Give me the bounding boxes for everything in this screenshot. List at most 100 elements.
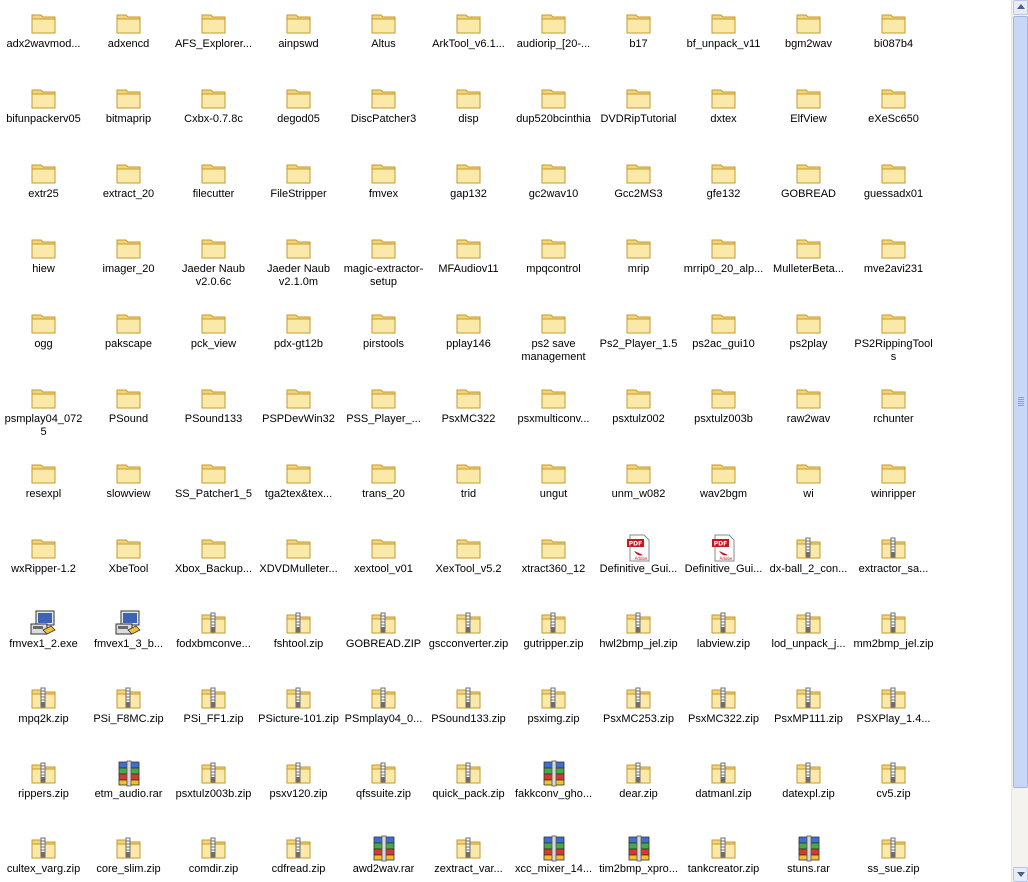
file-item[interactable]: PSi_F8MC.zip	[86, 677, 171, 752]
file-item[interactable]: gscconverter.zip	[426, 602, 511, 677]
folder-item[interactable]: ElfView	[766, 77, 851, 152]
file-item[interactable]: PSXPlay_1.4...	[851, 677, 936, 752]
folder-item[interactable]: raw2wav	[766, 377, 851, 452]
file-item[interactable]: quick_pack.zip	[426, 752, 511, 827]
file-item[interactable]: psximg.zip	[511, 677, 596, 752]
folder-item[interactable]: ps2play	[766, 302, 851, 377]
file-item[interactable]: psxv120.zip	[256, 752, 341, 827]
folder-item[interactable]: mrip	[596, 227, 681, 302]
file-item[interactable]: cv5.zip	[851, 752, 936, 827]
file-item[interactable]: PSicture-101.zip	[256, 677, 341, 752]
file-item[interactable]: lod_unpack_j...	[766, 602, 851, 677]
folder-item[interactable]: pdx-gt12b	[256, 302, 341, 377]
file-item[interactable]: datexpl.zip	[766, 752, 851, 827]
folder-item[interactable]: AFS_Explorer...	[171, 2, 256, 77]
folder-item[interactable]: ps2ac_gui10	[681, 302, 766, 377]
folder-item[interactable]: audiorip_[20-...	[511, 2, 596, 77]
file-item[interactable]: GOBREAD.ZIP	[341, 602, 426, 677]
folder-item[interactable]: PsxMC322	[426, 377, 511, 452]
folder-item[interactable]: psxtulz003b	[681, 377, 766, 452]
file-item[interactable]: extractor_sa...	[851, 527, 936, 602]
folder-item[interactable]: dxtex	[681, 77, 766, 152]
file-item[interactable]: tim2bmp_xpro...	[596, 827, 681, 882]
folder-item[interactable]: winripper	[851, 452, 936, 527]
file-item[interactable]: tankcreator.zip	[681, 827, 766, 882]
scroll-down-button[interactable]	[1013, 867, 1028, 882]
scroll-up-button[interactable]	[1013, 0, 1028, 15]
file-item[interactable]: comdir.zip	[171, 827, 256, 882]
file-item[interactable]: psxtulz003b.zip	[171, 752, 256, 827]
folder-item[interactable]: XDVDMulleter...	[256, 527, 341, 602]
folder-item[interactable]: dup520bcinthia	[511, 77, 596, 152]
folder-item[interactable]: psmplay04_0725	[1, 377, 86, 452]
folder-item[interactable]: degod05	[256, 77, 341, 152]
folder-item[interactable]: gap132	[426, 152, 511, 227]
folder-item[interactable]: psxtulz002	[596, 377, 681, 452]
folder-item[interactable]: extract_20	[86, 152, 171, 227]
folder-item[interactable]: wxRipper-1.2	[1, 527, 86, 602]
folder-item[interactable]: psxmulticonv...	[511, 377, 596, 452]
folder-item[interactable]: wi	[766, 452, 851, 527]
folder-item[interactable]: fmvex	[341, 152, 426, 227]
folder-item[interactable]: adxencd	[86, 2, 171, 77]
folder-item[interactable]: Cxbx-0.7.8c	[171, 77, 256, 152]
folder-item[interactable]: PSS_Player_...	[341, 377, 426, 452]
folder-item[interactable]: ainpswd	[256, 2, 341, 77]
folder-item[interactable]: pck_view	[171, 302, 256, 377]
vertical-scrollbar[interactable]	[1011, 0, 1028, 882]
folder-item[interactable]: wav2bgm	[681, 452, 766, 527]
file-item[interactable]: labview.zip	[681, 602, 766, 677]
folder-item[interactable]: PSPDevWin32	[256, 377, 341, 452]
folder-item[interactable]: Ps2_Player_1.5	[596, 302, 681, 377]
folder-item[interactable]: PS2RippingTools	[851, 302, 936, 377]
folder-item[interactable]: rchunter	[851, 377, 936, 452]
file-item[interactable]: dx-ball_2_con...	[766, 527, 851, 602]
file-item[interactable]: fmvex1_3_b...	[86, 602, 171, 677]
file-item[interactable]: PSi_FF1.zip	[171, 677, 256, 752]
folder-item[interactable]: SS_Patcher1_5	[171, 452, 256, 527]
folder-item[interactable]: slowview	[86, 452, 171, 527]
folder-item[interactable]: pakscape	[86, 302, 171, 377]
folder-item[interactable]: eXeSc650	[851, 77, 936, 152]
folder-item[interactable]: Gcc2MS3	[596, 152, 681, 227]
folder-item[interactable]: XexTool_v5.2	[426, 527, 511, 602]
folder-item[interactable]: ps2 save management	[511, 302, 596, 377]
file-item[interactable]: PSound133.zip	[426, 677, 511, 752]
folder-item[interactable]: filecutter	[171, 152, 256, 227]
file-item[interactable]: PsxMC322.zip	[681, 677, 766, 752]
folder-item[interactable]: ArkTool_v6.1...	[426, 2, 511, 77]
file-item[interactable]: PsxMC253.zip	[596, 677, 681, 752]
folder-item[interactable]: FileStripper	[256, 152, 341, 227]
file-item[interactable]: rippers.zip	[1, 752, 86, 827]
folder-item[interactable]: imager_20	[86, 227, 171, 302]
file-item[interactable]: datmanl.zip	[681, 752, 766, 827]
folder-item[interactable]: mrrip0_20_alp...	[681, 227, 766, 302]
file-item[interactable]: fodxbmconve...	[171, 602, 256, 677]
folder-item[interactable]: Xbox_Backup...	[171, 527, 256, 602]
file-item[interactable]: mm2bmp_jel.zip	[851, 602, 936, 677]
file-item[interactable]: PsxMP111.zip	[766, 677, 851, 752]
folder-item[interactable]: XbeTool	[86, 527, 171, 602]
folder-item[interactable]: mve2avi231	[851, 227, 936, 302]
file-item[interactable]: fmvex1_2.exe	[1, 602, 86, 677]
file-item[interactable]: zextract_var...	[426, 827, 511, 882]
folder-item[interactable]: tga2tex&tex...	[256, 452, 341, 527]
folder-item[interactable]: mpqcontrol	[511, 227, 596, 302]
folder-item[interactable]: extr25	[1, 152, 86, 227]
folder-item[interactable]: resexpl	[1, 452, 86, 527]
file-item[interactable]: gutripper.zip	[511, 602, 596, 677]
folder-item[interactable]: unm_w082	[596, 452, 681, 527]
folder-item[interactable]: trans_20	[341, 452, 426, 527]
folder-item[interactable]: gfe132	[681, 152, 766, 227]
folder-item[interactable]: Jaeder Naub v2.1.0m	[256, 227, 341, 302]
file-item[interactable]: hwl2bmp_jel.zip	[596, 602, 681, 677]
file-item[interactable]: ss_sue.zip	[851, 827, 936, 882]
scrollbar-thumb[interactable]	[1013, 16, 1028, 788]
file-item[interactable]: mpq2k.zip	[1, 677, 86, 752]
folder-item[interactable]: bf_unpack_v11	[681, 2, 766, 77]
folder-item[interactable]: hiew	[1, 227, 86, 302]
folder-item[interactable]: gc2wav10	[511, 152, 596, 227]
file-item[interactable]: qfssuite.zip	[341, 752, 426, 827]
file-item[interactable]: PDF Adobe Definitive_Gui...	[596, 527, 681, 602]
folder-item[interactable]: pirstools	[341, 302, 426, 377]
